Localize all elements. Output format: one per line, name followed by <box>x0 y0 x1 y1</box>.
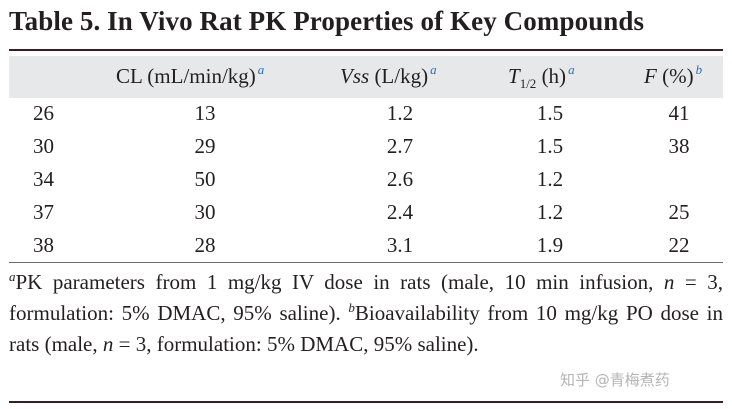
footnote-a-text-1: PK parameters from 1 mg/kg IV dose in ra… <box>15 270 664 294</box>
header-vss-unit: (L/kg) <box>369 64 429 88</box>
footnote-b-n: n <box>102 332 114 356</box>
header-vss-symbol: Vss <box>340 64 370 88</box>
table-cell-f: 25 <box>668 200 690 224</box>
table-bottom-rule <box>9 262 723 263</box>
table-cell-compound: 38 <box>33 233 54 257</box>
footnote-b-text-1: Bioavailability from 10 mg/kg PO dose in… <box>9 301 723 356</box>
table-cell-t12: 1.5 <box>536 134 564 158</box>
header-vss: Vss (L/kg) a <box>340 63 437 88</box>
table-cell-vss: 3.1 <box>386 233 414 257</box>
table-cell-f: 38 <box>668 134 690 158</box>
header-t12-sup: a <box>568 62 575 77</box>
table-cell-t12: 1.9 <box>536 233 564 257</box>
footnote-a-marker: a <box>9 269 16 284</box>
table-cell-compound: 26 <box>33 101 54 125</box>
page-bottom-rule <box>9 401 723 403</box>
table-cell-vss: 2.4 <box>386 200 414 224</box>
header-t12-unit: (h) <box>536 64 567 88</box>
footnote-a-n: n <box>663 270 675 294</box>
header-cl: CL (mL/min/kg) a <box>116 63 264 88</box>
table-cell-t12: 1.2 <box>536 167 564 191</box>
footnote-a-text-2: = 3, formulation: 5% DMAC, 95% saline). <box>9 270 723 325</box>
table-header-band <box>9 56 723 98</box>
table-cell-cl: 30 <box>194 200 216 224</box>
table-cell-compound: 34 <box>33 167 54 191</box>
table-cell-cl: 29 <box>194 134 216 158</box>
header-cl-sup: a <box>257 62 265 77</box>
table-cell-compound: 37 <box>33 200 54 224</box>
table-cell-cl: 28 <box>194 233 216 257</box>
table-footnote: aPK parameters from 1 mg/kg IV dose in r… <box>9 268 723 359</box>
header-cl-label: CL (mL/min/kg) <box>116 64 256 88</box>
table-cell-cl: 13 <box>194 101 216 125</box>
table-cell-vss: 1.2 <box>386 101 414 125</box>
watermark: 知乎 @青梅煮药 <box>560 371 670 389</box>
footnote-b-marker: b <box>348 300 355 315</box>
table-cell-f: 22 <box>668 233 690 257</box>
table-cell-compound: 30 <box>33 134 54 158</box>
header-t12-symbol: T <box>508 64 520 88</box>
header-t12-subscript: 1/2 <box>519 76 537 91</box>
title-rule <box>9 49 723 51</box>
header-f-unit: (%) <box>656 64 694 88</box>
table-title: Table 5. In Vivo Rat PK Properties of Ke… <box>9 6 645 36</box>
header-t12: T1/2 (h) a <box>508 63 575 90</box>
table-cell-vss: 2.6 <box>386 167 414 191</box>
footnote-b-text-2: = 3, formulation: 5% DMAC, 95% saline). <box>113 332 479 356</box>
header-f-symbol: F <box>644 64 657 88</box>
table-cell-t12: 1.2 <box>536 200 564 224</box>
table-cell-f: 41 <box>668 101 690 125</box>
table-cell-vss: 2.7 <box>386 134 414 158</box>
header-f: F (%) b <box>644 63 702 88</box>
table-cell-cl: 50 <box>194 167 216 191</box>
table-cell-t12: 1.5 <box>536 101 564 125</box>
header-f-sup: b <box>695 62 703 77</box>
header-vss-sup: a <box>430 62 437 77</box>
